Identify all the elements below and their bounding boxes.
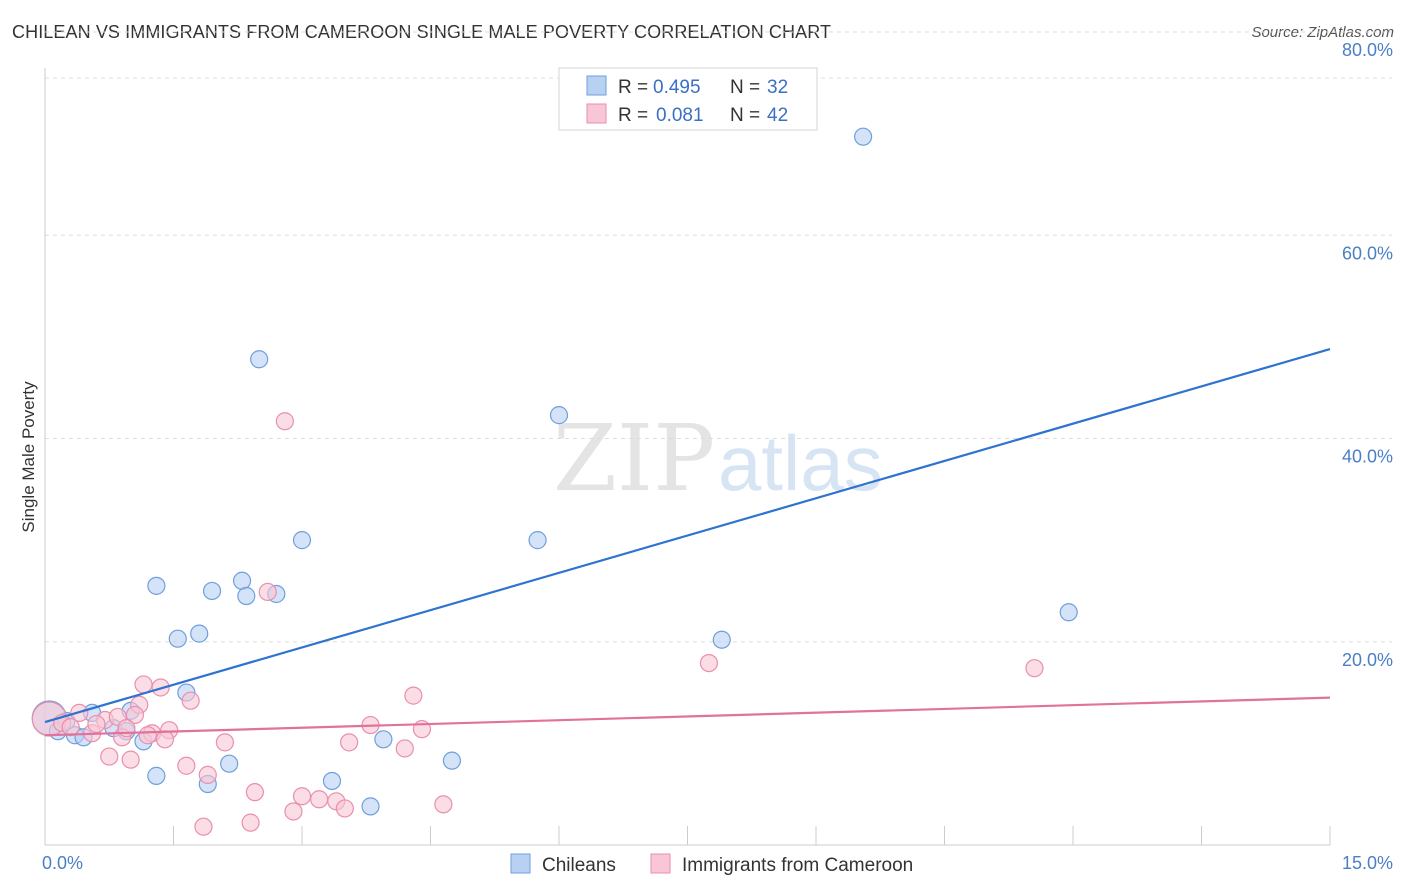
chilean-point [168, 629, 187, 648]
tick-layer: 20.0% 40.0% 60.0% 80.0% 0.0% 15.0% [42, 40, 1393, 873]
chilean-point [237, 586, 256, 606]
bottom-legend-swatch-cameroon [650, 853, 671, 874]
cameroon-point [100, 747, 119, 766]
legend-r-label-2: R = [618, 105, 648, 126]
cameroon-point [138, 726, 157, 745]
cameroon-point [1025, 659, 1044, 678]
cameroon-point [258, 582, 277, 602]
points-layer [31, 127, 1078, 836]
x-tick-label: 15.0% [1342, 853, 1393, 873]
cameroon-point [198, 765, 217, 784]
x-tick-label: 0.0% [42, 853, 83, 873]
cameroon-point [125, 705, 145, 725]
chilean-point [712, 630, 731, 649]
legend-swatch-cameroon [586, 103, 607, 124]
chilean-point [190, 624, 209, 643]
cameroon-point [134, 675, 153, 694]
cameroon-point [61, 718, 80, 737]
cameroon-point [395, 739, 414, 758]
legend-n-value-1: 32 [767, 77, 788, 98]
y-tick-label: 40.0% [1342, 447, 1393, 467]
chilean-point [147, 766, 166, 785]
cameroon-point [699, 653, 719, 673]
cameroon-point [194, 817, 213, 836]
watermark-atlas: atlas [718, 419, 883, 507]
legend-r-label-1: R = [618, 77, 648, 98]
chilean-point [232, 571, 252, 590]
cameroon-point [335, 799, 354, 818]
cameroon-point [434, 795, 453, 814]
cameroon-point [310, 790, 329, 809]
legend-n-label-2: N = [730, 105, 760, 126]
cameroon-point [241, 813, 260, 832]
chilean-point [854, 127, 873, 146]
chilean-point [528, 531, 547, 550]
watermark: ZIP atlas [553, 405, 883, 512]
bottom-legend-label-cameroon: Immigrants from Cameroon [682, 855, 913, 876]
cameroon-point [340, 733, 359, 752]
chilean-point [442, 751, 462, 770]
cameroon-point [87, 714, 106, 734]
legend-r-value-1: 0.495 [653, 77, 701, 98]
chilean-point [292, 531, 312, 550]
chilean-point [374, 730, 393, 749]
trend-layer [44, 348, 1331, 737]
cameroon-point [181, 691, 200, 710]
chart-source: Source: ZipAtlas.com [1251, 24, 1394, 41]
chilean-point [322, 771, 342, 791]
chilean-trendline [44, 348, 1331, 724]
watermark-zip: ZIP [553, 405, 715, 512]
cameroon-trendline [44, 696, 1331, 737]
legend-n-label-1: N = [730, 77, 760, 98]
bottom-legend-swatch-chileans [510, 853, 531, 874]
y-tick-label: 80.0% [1342, 40, 1393, 60]
cameroon-point [121, 750, 140, 769]
legend-box: R = 0.495 N = 32 R = 0.081 N = 42 [558, 67, 818, 131]
cameroon-point [215, 733, 234, 752]
cameroon-point [292, 787, 312, 806]
legend-r-value-2: 0.081 [656, 105, 704, 126]
chilean-point [202, 581, 222, 601]
bottom-legend: Chileans Immigrants from Cameroon [510, 853, 913, 876]
bottom-legend-label-chileans: Chileans [542, 855, 616, 876]
cameroon-point [275, 412, 294, 431]
y-tick-label: 60.0% [1342, 243, 1393, 263]
cameroon-point [245, 783, 264, 802]
y-axis-label: Single Male Poverty [19, 381, 38, 533]
cameroon-point [284, 802, 303, 821]
chilean-point [220, 754, 239, 773]
legend-swatch-chileans [586, 75, 607, 96]
chilean-point [361, 797, 380, 816]
cameroon-point [155, 730, 175, 749]
legend-n-value-2: 42 [767, 105, 788, 126]
chilean-point [250, 350, 269, 369]
chilean-point [147, 576, 166, 595]
chilean-point [1059, 603, 1078, 622]
chilean-point [549, 406, 569, 425]
cameroon-point [177, 756, 196, 775]
cameroon-point [404, 686, 423, 705]
y-tick-label: 20.0% [1342, 650, 1393, 670]
